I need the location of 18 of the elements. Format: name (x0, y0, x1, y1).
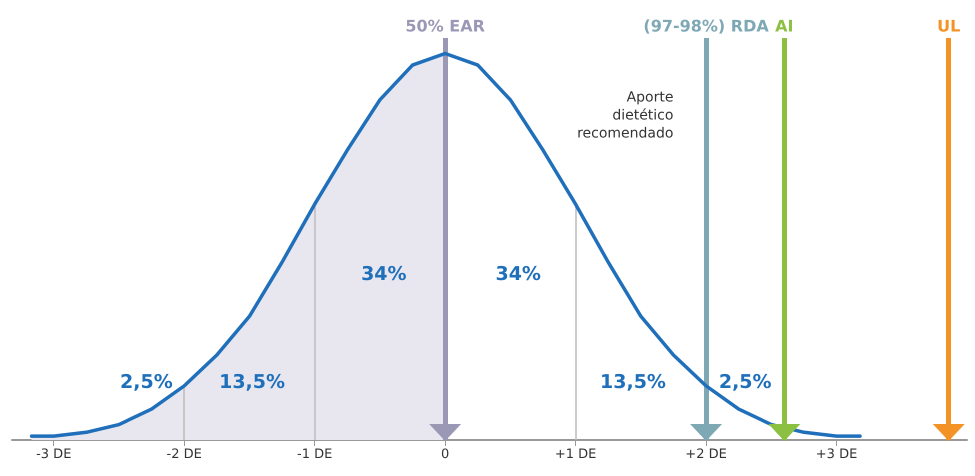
x-tick-label: +1 DE (554, 447, 596, 462)
ref-line-label: AI (775, 16, 794, 36)
x-tick-label: -1 DE (297, 447, 332, 462)
ref-line-label: 50% EAR (405, 16, 485, 36)
x-tick-label: +2 DE (685, 447, 727, 462)
annotation: 13,5% (219, 371, 286, 394)
annotation: Aporte dietético recomendado (577, 89, 674, 142)
x-tick-label: +3 DE (816, 447, 858, 462)
x-tick-label: -2 DE (166, 447, 202, 462)
x-tick-label: -3 DE (36, 447, 72, 462)
x-tick-label: 0 (441, 447, 450, 462)
ref-line-label: UL (937, 16, 960, 36)
annotation: 13,5% (600, 371, 666, 394)
annotation: 34% (361, 262, 407, 285)
ref-line-label: (97-98%) RDA (643, 16, 770, 36)
annotation: 34% (495, 262, 541, 285)
annotation: 2,5% (718, 371, 772, 394)
annotation: 2,5% (120, 371, 173, 394)
